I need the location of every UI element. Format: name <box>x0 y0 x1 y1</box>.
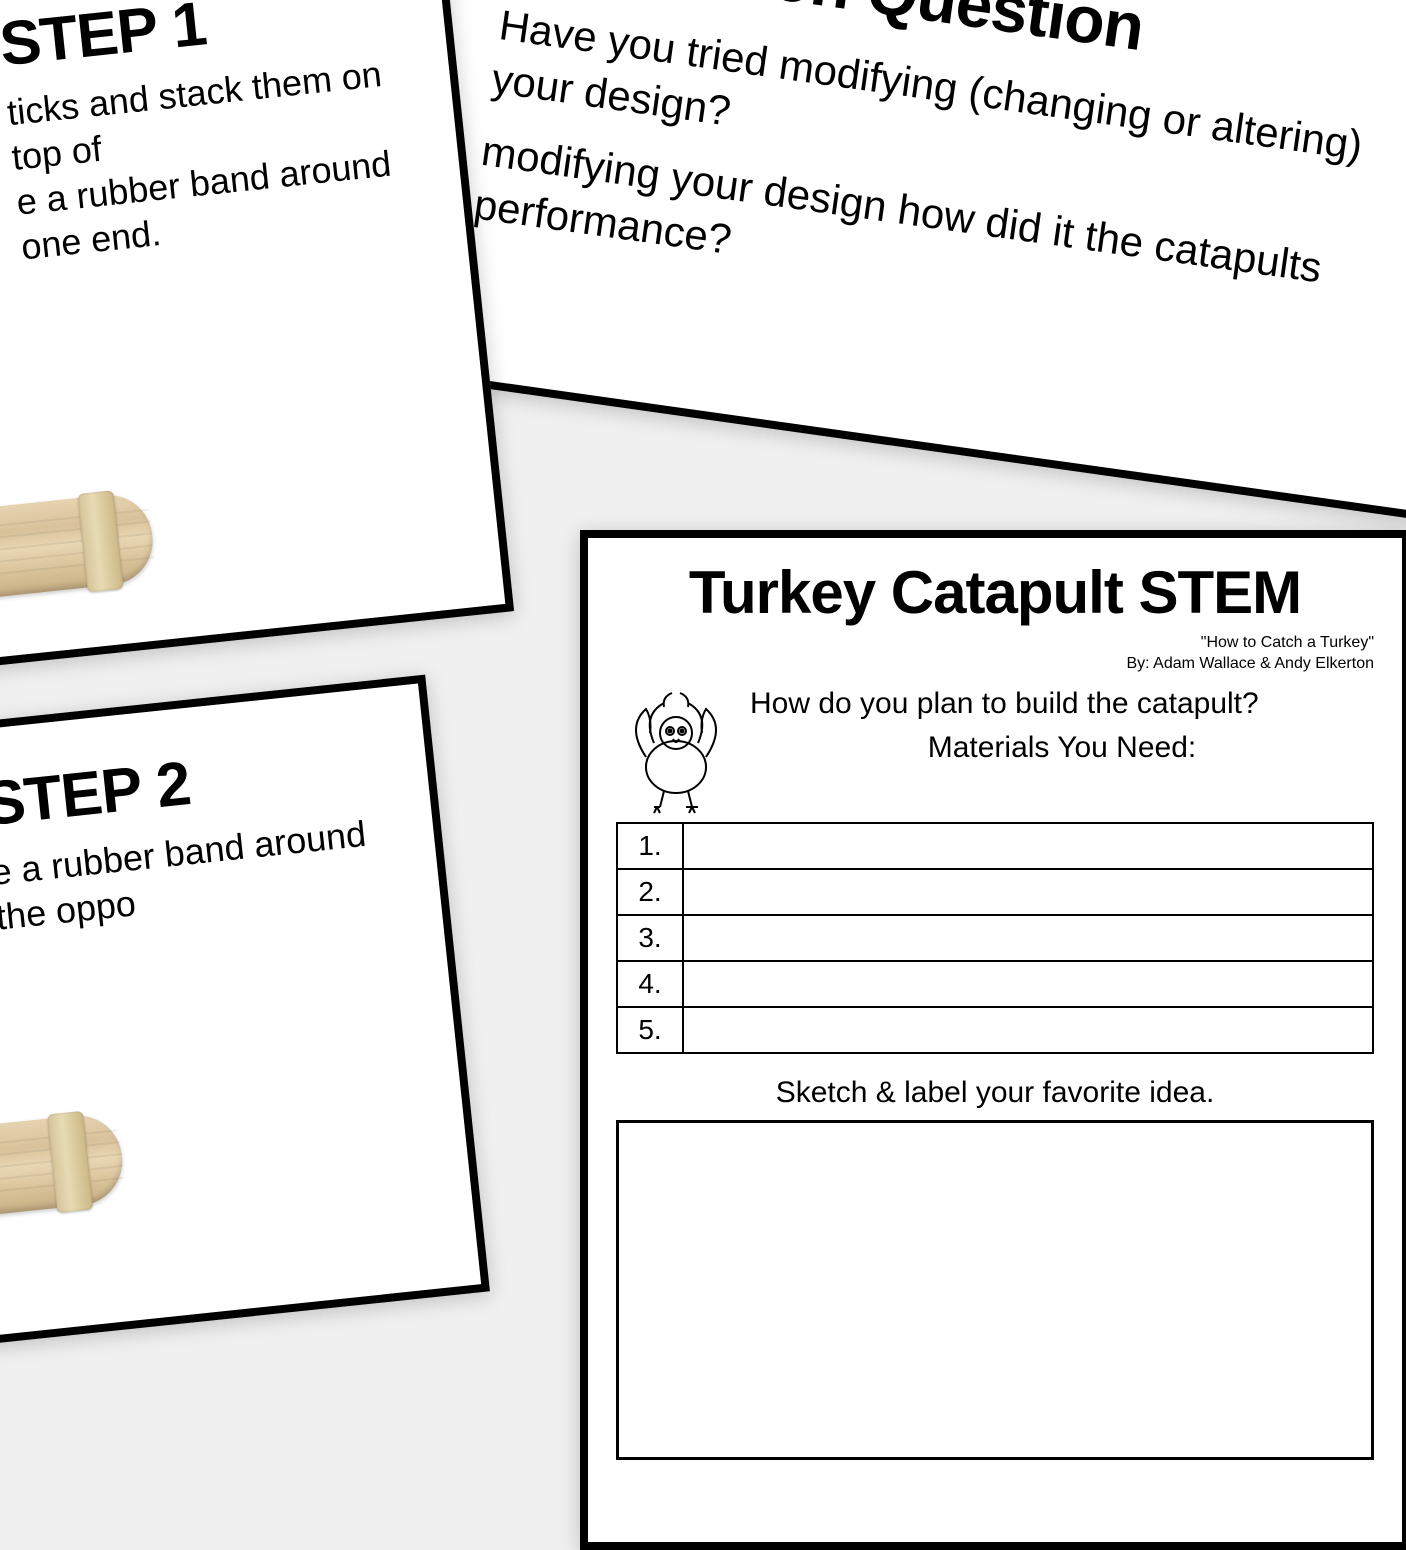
discussion-card: Turkey Catapult STE Discussion Question … <box>382 0 1406 520</box>
row-num: 3. <box>617 915 683 961</box>
materials-table: 1. 2. 3. 4. 5. <box>616 822 1374 1054</box>
materials-title: Materials You Need: <box>750 731 1374 765</box>
popsicle-stick-illustration-2 <box>0 1111 126 1259</box>
table-row: 1. <box>617 823 1373 869</box>
row-num: 2. <box>617 869 683 915</box>
byline: By: Adam Wallace & Andy Elkerton <box>616 654 1374 675</box>
book-title: "How to Catch a Turkey" <box>616 633 1374 654</box>
table-row: 4. <box>617 961 1373 1007</box>
table-row: 5. <box>617 1007 1373 1053</box>
rubber-band <box>77 490 123 592</box>
turkey-svg <box>616 687 736 817</box>
worksheet-card: Turkey Catapult STEM "How to Catch a Tur… <box>580 530 1406 1550</box>
table-row: 3. <box>617 915 1373 961</box>
row-cell[interactable] <box>683 869 1373 915</box>
row-cell[interactable] <box>683 961 1373 1007</box>
row-num: 4. <box>617 961 683 1007</box>
row-cell[interactable] <box>683 1007 1373 1053</box>
sketch-area[interactable] <box>616 1120 1374 1460</box>
popsicle-stick-illustration <box>0 491 157 639</box>
rubber-band-right <box>47 1110 93 1212</box>
attribution: "How to Catch a Turkey" By: Adam Wallace… <box>616 633 1374 675</box>
worksheet-title: Turkey Catapult STEM <box>616 558 1374 627</box>
row-cell[interactable] <box>683 915 1373 961</box>
turkey-icon <box>616 687 736 822</box>
table-row: 2. <box>617 869 1373 915</box>
step1-card: STEP 1 ticks and stack them on top of e … <box>0 0 514 705</box>
worksheet-prompt: How do you plan to build the catapult? <box>750 687 1374 721</box>
row-num: 1. <box>617 823 683 869</box>
step2-card: STEP 2 e a rubber band around the oppo <box>0 675 490 1386</box>
worksheet-content: How do you plan to build the catapult? M… <box>750 687 1374 773</box>
step1-text: ticks and stack them on top of e a rubbe… <box>5 47 436 269</box>
stick-grain <box>0 509 155 621</box>
worksheet-body: How do you plan to build the catapult? M… <box>616 687 1374 822</box>
row-cell[interactable] <box>683 823 1373 869</box>
row-num: 5. <box>617 1007 683 1053</box>
sketch-title: Sketch & label your favorite idea. <box>616 1076 1374 1110</box>
